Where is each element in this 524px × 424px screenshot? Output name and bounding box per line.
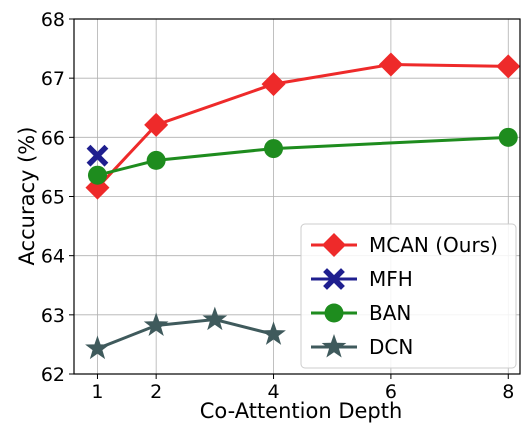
y-tick-label: 64 — [41, 246, 65, 268]
legend-marker-x — [323, 268, 345, 290]
legend-label: DCN — [369, 335, 413, 359]
data-point-star — [202, 306, 228, 331]
data-point-diamond — [378, 52, 403, 77]
data-point-star — [261, 321, 286, 345]
data-point-circle — [498, 127, 518, 147]
data-point-circle — [264, 139, 284, 159]
series-0 — [85, 52, 521, 200]
y-tick-label: 65 — [41, 187, 65, 209]
data-point-diamond — [261, 72, 286, 97]
y-tick-label: 68 — [41, 9, 65, 31]
legend-item: DCN — [311, 334, 413, 359]
legend-item: MCAN (Ours) — [311, 233, 498, 257]
legend-marker-circle — [324, 303, 344, 323]
x-tick-label: 8 — [502, 381, 514, 403]
data-point-circle — [146, 150, 166, 170]
legend-marker-star — [321, 334, 347, 358]
series-2 — [87, 127, 518, 185]
legend-box — [300, 223, 517, 369]
y-tick-label: 67 — [41, 68, 65, 90]
legend-label: MCAN (Ours) — [369, 233, 498, 257]
y-tick-labels: 62 63 64 65 66 67 68 — [41, 9, 74, 386]
x-tick-label: 2 — [150, 381, 162, 403]
legend-label: BAN — [369, 301, 411, 325]
y-axis-label: Accuracy (%) — [15, 127, 39, 266]
series-1 — [86, 144, 109, 167]
data-point-star — [85, 335, 110, 360]
legend-item: MFH — [311, 267, 413, 291]
x-tick-label: 6 — [385, 381, 397, 403]
y-tick-label: 62 — [41, 364, 65, 386]
y-tick-label: 66 — [41, 127, 65, 149]
x-axis-label: Co-Attention Depth — [200, 399, 403, 423]
data-point-circle — [87, 165, 107, 185]
legend: MCAN (Ours) MFH BAN DCN — [300, 223, 517, 369]
legend-label: MFH — [369, 267, 413, 291]
legend-marker-diamond — [322, 233, 346, 257]
data-point-diamond — [496, 54, 521, 79]
x-tick-label: 1 — [91, 381, 103, 403]
series-line — [97, 135, 509, 177]
series-3 — [85, 306, 286, 360]
x-tick-labels: 1 2 4 6 8 — [91, 374, 514, 403]
data-point-x — [86, 144, 109, 167]
x-tick-label: 4 — [267, 381, 279, 403]
data-point-diamond — [144, 112, 169, 137]
legend-item: BAN — [311, 301, 411, 325]
data-point-star — [143, 312, 169, 336]
y-tick-label: 63 — [41, 305, 65, 327]
series-line — [96, 318, 274, 350]
series-lines — [85, 52, 521, 360]
